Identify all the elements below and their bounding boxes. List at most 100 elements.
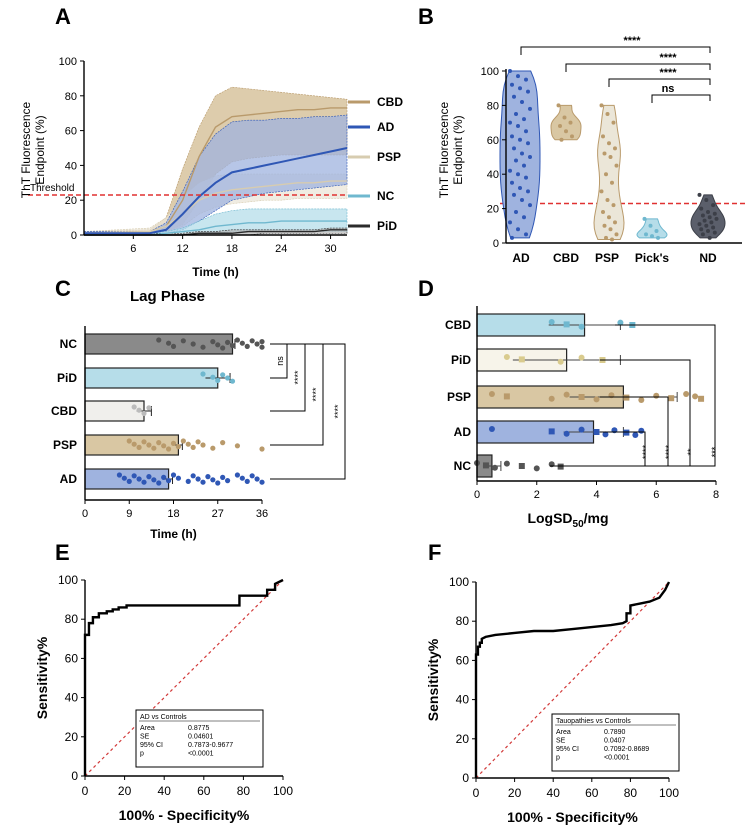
- data-point: [516, 172, 520, 177]
- data-point: [510, 235, 514, 240]
- data-point: [229, 343, 236, 349]
- data-point: [259, 479, 265, 485]
- x-axis-title: LogSD50/mg: [527, 510, 608, 530]
- comparison-bracket: [550, 431, 646, 467]
- x-tick-label: 8: [713, 489, 719, 501]
- data-point: [146, 442, 152, 448]
- data-point: [165, 446, 172, 452]
- data-point: [516, 74, 520, 79]
- data-point: [200, 442, 206, 448]
- data-point: [700, 232, 705, 237]
- comparison-bracket: [565, 63, 711, 72]
- stats-key: Area: [140, 725, 155, 732]
- data-point: [210, 339, 216, 345]
- data-point: [210, 374, 216, 380]
- y-tick-label: 60: [65, 651, 79, 665]
- data-point: [533, 465, 540, 472]
- x-tick-label: 0: [82, 784, 89, 798]
- category-label: CBD: [445, 318, 471, 332]
- data-point: [709, 220, 714, 225]
- data-point: [570, 134, 574, 139]
- y-axis-title: Sensitivity%: [425, 638, 441, 721]
- data-point: [239, 475, 245, 481]
- data-point: [638, 427, 645, 434]
- x-tick-label: 40: [547, 786, 561, 800]
- data-point: [611, 203, 616, 208]
- significance-label: **: [686, 448, 696, 456]
- data-point: [556, 103, 561, 108]
- data-point: [613, 220, 617, 225]
- data-point: [697, 222, 702, 227]
- data-point: [614, 232, 619, 237]
- x-tick-label: 20: [118, 784, 132, 798]
- category-label: PSP: [447, 390, 471, 404]
- data-point: [249, 473, 255, 479]
- data-point: [568, 120, 573, 125]
- data-point: [614, 163, 619, 168]
- data-point: [528, 155, 532, 159]
- data-point: [161, 474, 167, 480]
- significance-label: ns: [275, 356, 285, 366]
- data-point: [528, 203, 532, 208]
- data-point: [180, 338, 186, 344]
- data-point: [522, 163, 526, 168]
- stats-title: Tauopathies vs Controls: [556, 718, 631, 725]
- significance-label: ****: [293, 370, 303, 385]
- y-axis-title: Endpoint (%): [33, 115, 47, 184]
- x-tick-label: 2: [534, 489, 540, 501]
- stats-key: SE: [140, 734, 150, 741]
- significance-label: ****: [659, 67, 677, 79]
- data-point: [558, 124, 562, 129]
- x-tick-label: 60: [585, 786, 599, 800]
- data-point: [508, 168, 512, 173]
- data-point: [185, 478, 191, 484]
- stats-value: 0.7890: [604, 729, 626, 736]
- data-point: [200, 371, 206, 377]
- legend-label-ad: AD: [377, 120, 395, 134]
- data-point: [220, 440, 226, 446]
- data-point: [510, 134, 514, 139]
- stats-value: <0.0001: [188, 751, 214, 758]
- data-point: [607, 215, 611, 220]
- significance-label: ****: [623, 35, 641, 47]
- data-point: [668, 395, 675, 402]
- data-point: [699, 206, 704, 211]
- x-tick-label: 4: [593, 489, 599, 501]
- y-tick-label: 80: [65, 91, 77, 103]
- x-tick-label: 0: [474, 489, 480, 501]
- x-tick-label: 80: [237, 784, 251, 798]
- violin-cbd: [550, 104, 582, 141]
- x-tick-label: 0: [82, 508, 88, 520]
- data-point: [205, 474, 211, 480]
- category-label: PSP: [595, 251, 619, 265]
- data-point: [605, 198, 610, 202]
- data-point: [239, 340, 245, 346]
- data-point: [254, 341, 260, 347]
- data-point: [563, 391, 570, 398]
- mean-line-nc: [84, 220, 347, 236]
- comparison-bracket: [608, 78, 711, 87]
- data-point: [522, 215, 526, 220]
- x-axis-title: 100% - Specificity%: [507, 809, 638, 825]
- significance-label: ****: [664, 445, 674, 460]
- data-point: [650, 234, 654, 239]
- data-point: [488, 426, 495, 432]
- threshold-label: Threshold: [30, 183, 74, 194]
- data-point: [623, 429, 630, 436]
- data-point: [482, 462, 489, 469]
- data-point: [704, 223, 709, 228]
- y-tick-label: 40: [487, 169, 499, 181]
- data-point: [520, 198, 524, 202]
- stats-title: AD vs Controls: [140, 714, 187, 721]
- data-point: [215, 342, 221, 348]
- data-point: [610, 180, 614, 185]
- data-point: [632, 432, 639, 438]
- data-point: [220, 474, 226, 480]
- data-point: [175, 475, 182, 481]
- data-point: [161, 443, 167, 449]
- data-point: [704, 198, 709, 202]
- data-point: [516, 124, 520, 129]
- data-point: [224, 339, 231, 345]
- category-label: AD: [454, 425, 472, 439]
